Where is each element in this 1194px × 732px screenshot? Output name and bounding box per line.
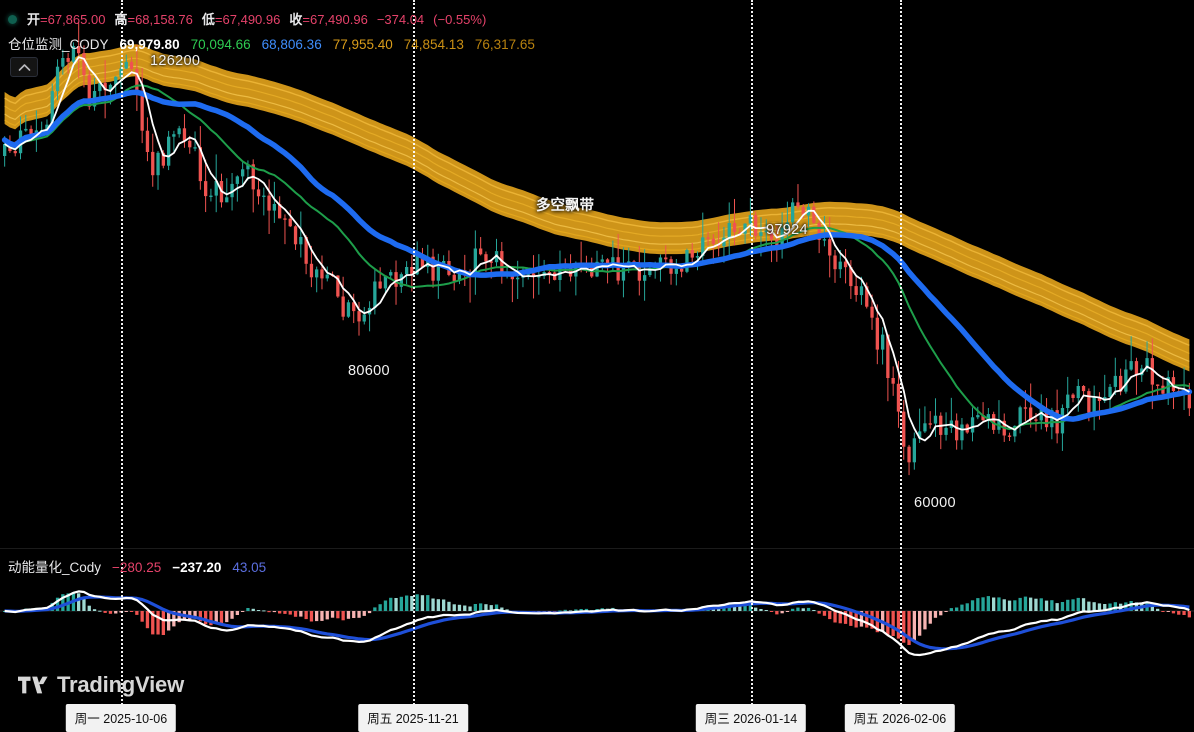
ma-green-line	[4, 84, 1190, 431]
momentum-indicator-value-2: −237.20	[172, 560, 222, 575]
position-indicator-value-6: 76,317.65	[474, 37, 535, 52]
open-equals: =	[40, 12, 48, 27]
vertical-marker-3	[751, 0, 753, 732]
position-indicator-value-3: 68,806.36	[261, 37, 322, 52]
candlestick-series	[3, 23, 1191, 476]
tradingview-logo-icon	[18, 676, 48, 694]
vertical-marker-4	[900, 0, 902, 732]
annotation-2: 80600	[348, 363, 390, 379]
momentum-indicator-name: 动能量化_Cody	[8, 560, 102, 575]
time-axis-label-1[interactable]: 周一 2025-10-06	[65, 704, 177, 732]
ohlc-legend: 开=67,865.00 高=68,158.76 低=67,490.96 收=67,49…	[8, 9, 486, 28]
annotation-1: 126200	[150, 53, 201, 69]
collapse-legend-button[interactable]	[10, 57, 38, 77]
position-indicator-value-1: 69,979.80	[119, 37, 180, 52]
symbol-status-dot	[8, 15, 17, 25]
high-label: 高	[114, 12, 128, 27]
position-indicator-value-2: 70,094.66	[190, 37, 251, 52]
low-equals: =	[214, 12, 223, 27]
momentum-pane[interactable]	[0, 549, 1194, 702]
annotation-5: 60000	[914, 495, 956, 511]
pane-divider	[0, 548, 1194, 549]
momentum-indicator-legend[interactable]: 动能量化_Cody −280.25 −237.20 43.05	[8, 556, 266, 576]
tradingview-watermark: TradingView	[18, 672, 184, 698]
time-axis-label-4[interactable]: 周五 2026-02-06	[844, 704, 956, 732]
macd-signal-line	[4, 595, 1190, 651]
momentum-indicator-value-1: −280.25	[112, 560, 162, 575]
ma-white-line	[4, 56, 1190, 442]
price-pane[interactable]	[0, 0, 1194, 548]
time-axis[interactable]: 周一 2025-10-06 周五 2025-11-21 周三 2026-01-14 周…	[0, 704, 1194, 732]
open-label: 开	[27, 12, 41, 27]
annotation-3: 多空飘带	[536, 198, 594, 214]
time-axis-label-3[interactable]: 周三 2026-01-14	[695, 704, 807, 732]
high-value: 68,158.76	[135, 12, 193, 27]
close-equals: =	[302, 12, 310, 27]
macd-line	[4, 590, 1190, 657]
momentum-chart-svg	[0, 590, 1194, 657]
high-equals: =	[127, 12, 136, 27]
low-label: 低	[201, 12, 215, 27]
position-indicator-value-5: 74,854.13	[403, 37, 464, 52]
annotation-4: 97924	[766, 222, 808, 238]
low-value: 67,490.96	[222, 12, 281, 27]
chevron-up-icon	[18, 63, 30, 71]
ma-blue-line	[1, 89, 1193, 422]
vertical-marker-2	[413, 0, 415, 732]
change-value: −374.04	[376, 12, 425, 27]
price-chart-svg	[1, 23, 1193, 476]
change-percent: (−0.55%)	[433, 12, 487, 27]
vertical-marker-1	[121, 0, 123, 732]
position-indicator-value-4: 77,955.40	[332, 37, 393, 52]
momentum-indicator-value-3: 43.05	[232, 560, 267, 575]
close-value: 67,490.96	[309, 12, 368, 27]
momentum-indicator-values: −280.25 −237.20 43.05	[101, 560, 266, 575]
time-axis-label-2[interactable]: 周五 2025-11-21	[358, 704, 468, 732]
position-indicator-values: 69,979.80 70,094.66 68,806.36 77,955.40 74,8…	[109, 37, 535, 52]
position-indicator-legend[interactable]: 仓位监测_CODY 69,979.80 70,094.66 68,806.36 77,9…	[8, 33, 535, 53]
position-indicator-name: 仓位监测_CODY	[8, 37, 109, 52]
close-label: 收	[289, 12, 303, 27]
long-short-ribbon-band	[4, 44, 1190, 372]
tradingview-wordmark: TradingView	[57, 672, 184, 697]
open-value: 67,865.00	[47, 12, 106, 27]
